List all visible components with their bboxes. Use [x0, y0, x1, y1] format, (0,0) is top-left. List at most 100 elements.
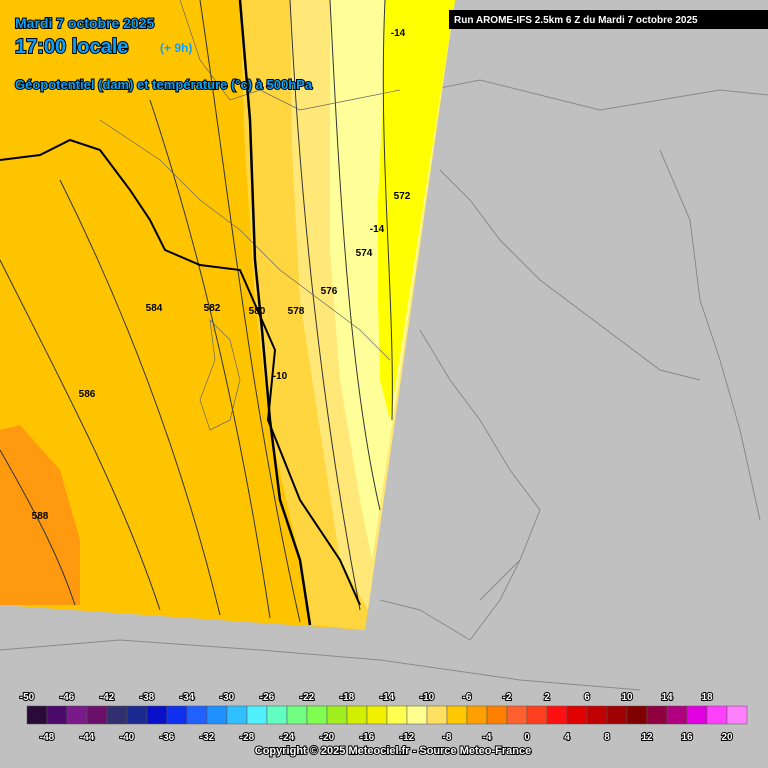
scale-box: [666, 705, 688, 725]
field-band-4: [378, 0, 455, 420]
scale-box: [26, 705, 48, 725]
scale-label-top: -2: [503, 692, 512, 703]
scale-label-top: -14: [380, 692, 395, 703]
scale-label-top: -50: [20, 692, 35, 703]
scale-label-bottom: -12: [400, 732, 415, 743]
scale-box: [226, 705, 248, 725]
scale-label-bottom: 20: [721, 732, 733, 743]
scale-box: [166, 705, 188, 725]
scale-box: [146, 705, 168, 725]
subtitle: Géopotentiel (dam) et température (°c) à…: [15, 77, 313, 92]
scale-label-top: -30: [220, 692, 235, 703]
scale-label-bottom: -28: [240, 732, 255, 743]
scale-label-top: -38: [140, 692, 155, 703]
scale-label-bottom: -36: [160, 732, 175, 743]
contour-label: -14: [391, 28, 406, 39]
scale-label-top: -34: [180, 692, 195, 703]
contour-label: 574: [356, 248, 373, 259]
scale-label-bottom: -40: [120, 732, 135, 743]
scale-label-bottom: -44: [80, 732, 95, 743]
scale-label-top: -10: [420, 692, 435, 703]
contour-label: -10: [273, 371, 288, 382]
thick-contour: [238, 0, 312, 626]
field-warm: [0, 425, 80, 605]
scale-box: [506, 705, 528, 725]
scale-label-bottom: -16: [360, 732, 375, 743]
scale-box: [586, 705, 608, 725]
scale-box: [86, 705, 108, 725]
scale-box: [106, 705, 128, 725]
scale-box: [446, 705, 468, 725]
coastline: [0, 138, 361, 606]
scale-label-top: -26: [260, 692, 275, 703]
contour-label: 578: [288, 306, 305, 317]
contour-label: 572: [394, 191, 411, 202]
scale-box: [346, 705, 368, 725]
color-scale: -50 -46 -42 -38 -34 -30 -26 -22 -18 -14 -10 -6 -2 2 6 1…: [19, 691, 748, 744]
scale-box: [566, 705, 588, 725]
scale-box: [306, 705, 328, 725]
contours: [0, 0, 393, 623]
contour-label: 586: [79, 389, 96, 400]
scale-label-top: -18: [340, 692, 355, 703]
scale-box: [366, 705, 388, 725]
scale-box: [486, 705, 508, 725]
scale-box: [706, 705, 728, 725]
scale-label-top: 2: [544, 692, 550, 703]
scale-box: [66, 705, 88, 725]
scale-label-bottom: -8: [443, 732, 452, 743]
scale-label-top: -46: [60, 692, 75, 703]
scale-label-top: 18: [701, 692, 713, 703]
copyright: Copyright © 2025 Meteociel.fr - Source M…: [255, 745, 531, 757]
scale-label-bottom: 0: [524, 732, 530, 743]
contour-label: 584: [146, 303, 163, 314]
run-box: [449, 10, 768, 29]
scale-box: [606, 705, 628, 725]
scale-label-bottom: 12: [641, 732, 653, 743]
scale-box: [466, 705, 488, 725]
scale-box: [526, 705, 548, 725]
borders: [99, 0, 401, 431]
scale-box: [206, 705, 228, 725]
scale-label-top: 6: [584, 692, 590, 703]
scale-box: [326, 705, 348, 725]
scale-box: [286, 705, 308, 725]
scale-label-top: 14: [661, 692, 673, 703]
scale-label-bottom: -4: [483, 732, 492, 743]
offset: (+ 9h): [160, 41, 192, 55]
scale-box: [406, 705, 428, 725]
contour-labels: -14 572 -14 574 576 578 580 582 584 586 588 -10: [32, 28, 411, 522]
scale-box: [266, 705, 288, 725]
contour-label: 580: [249, 306, 266, 317]
time: 17:00 locale: [15, 36, 128, 58]
contour-label: 582: [204, 303, 221, 314]
scale-box: [626, 705, 648, 725]
scale-box: [246, 705, 268, 725]
run-label: Run AROME-IFS 2.5km 6 Z du Mardi 7 octob…: [454, 15, 698, 26]
scale-box: [46, 705, 68, 725]
scale-box: [126, 705, 148, 725]
scale-box: [726, 705, 748, 725]
scale-label-top: 10: [621, 692, 633, 703]
scale-label-top: -22: [300, 692, 315, 703]
borders-gray: [0, 79, 768, 691]
date: Mardi 7 octobre 2025: [15, 15, 154, 31]
scale-box: [646, 705, 668, 725]
scale-box: [546, 705, 568, 725]
scale-box: [426, 705, 448, 725]
scale-box: [686, 705, 708, 725]
scale-box: [186, 705, 208, 725]
scale-box: [386, 705, 408, 725]
contour-label: 576: [321, 286, 338, 297]
contour-label: 588: [32, 511, 49, 522]
scale-label-bottom: -20: [320, 732, 335, 743]
scale-label-top: -42: [100, 692, 115, 703]
scale-label-bottom: -24: [280, 732, 295, 743]
scale-label-bottom: 16: [681, 732, 693, 743]
scale-label-bottom: 4: [564, 732, 570, 743]
scale-label-bottom: 8: [604, 732, 610, 743]
scale-label-top: -6: [463, 692, 472, 703]
contour-label: -14: [370, 224, 385, 235]
scale-label-bottom: -32: [200, 732, 215, 743]
